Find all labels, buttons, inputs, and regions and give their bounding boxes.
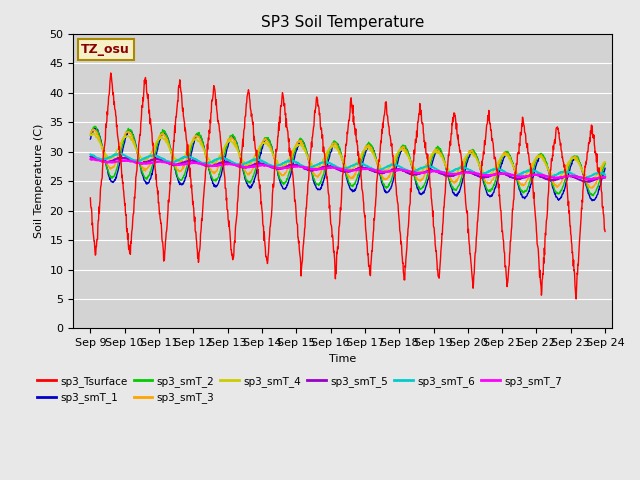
sp3_smT_6 (86, 152, 94, 157)
sp3_Tsurface (540, 245, 548, 251)
sp3_smT_4 (259, 140, 267, 145)
sp3_smT_1 (588, 198, 596, 204)
sp3_smT_3 (89, 126, 97, 132)
sp3_smT_2 (259, 139, 267, 144)
Line: sp3_smT_5: sp3_smT_5 (90, 156, 605, 182)
Y-axis label: Soil Temperature (C): Soil Temperature (C) (34, 124, 44, 239)
sp3_smT_4 (428, 151, 435, 157)
sp3_Tsurface (495, 181, 502, 187)
Title: SP3 Soil Temperature: SP3 Soil Temperature (261, 15, 424, 30)
sp3_Tsurface (428, 197, 435, 203)
sp3_smT_1 (601, 166, 609, 171)
sp3_smT_5 (428, 168, 435, 173)
Line: sp3_smT_7: sp3_smT_7 (90, 159, 605, 179)
sp3_smT_3 (202, 151, 209, 157)
sp3_smT_5 (202, 163, 209, 169)
sp3_smT_6 (582, 176, 589, 182)
sp3_smT_5 (540, 175, 548, 181)
sp3_smT_4 (540, 159, 548, 165)
sp3_smT_5 (601, 175, 609, 180)
sp3_smT_2 (495, 166, 502, 171)
Line: sp3_smT_1: sp3_smT_1 (90, 128, 605, 201)
sp3_smT_1 (86, 136, 94, 142)
sp3_smT_3 (588, 185, 596, 191)
Line: sp3_Tsurface: sp3_Tsurface (90, 73, 605, 299)
sp3_smT_4 (189, 139, 196, 144)
sp3_smT_5 (585, 179, 593, 185)
X-axis label: Time: Time (329, 354, 356, 364)
sp3_smT_7 (188, 160, 196, 166)
sp3_smT_4 (495, 158, 502, 164)
sp3_smT_1 (428, 163, 435, 168)
sp3_smT_4 (588, 178, 595, 184)
sp3_Tsurface (107, 70, 115, 76)
sp3_smT_6 (189, 155, 196, 161)
sp3_smT_1 (495, 171, 502, 177)
sp3_smT_2 (540, 155, 548, 160)
sp3_smT_6 (540, 173, 548, 179)
Line: sp3_smT_3: sp3_smT_3 (90, 129, 605, 188)
sp3_smT_7 (259, 162, 266, 168)
sp3_smT_1 (202, 149, 209, 155)
Line: sp3_smT_4: sp3_smT_4 (90, 133, 605, 181)
sp3_smT_7 (601, 174, 609, 180)
sp3_smT_2 (86, 132, 94, 138)
sp3_smT_3 (495, 159, 502, 165)
sp3_smT_7 (86, 156, 94, 162)
sp3_smT_1 (189, 144, 196, 150)
sp3_smT_3 (189, 138, 196, 144)
sp3_smT_6 (115, 151, 122, 156)
Line: sp3_smT_6: sp3_smT_6 (90, 154, 605, 179)
sp3_smT_2 (601, 161, 609, 167)
sp3_smT_7 (588, 176, 596, 182)
sp3_smT_3 (259, 138, 267, 144)
sp3_smT_1 (540, 155, 548, 161)
sp3_smT_2 (428, 157, 435, 163)
sp3_smT_1 (259, 143, 267, 149)
sp3_smT_6 (601, 172, 609, 178)
sp3_Tsurface (189, 201, 196, 207)
sp3_smT_2 (91, 123, 99, 129)
sp3_smT_7 (540, 173, 548, 179)
sp3_smT_5 (495, 170, 502, 176)
sp3_smT_5 (87, 153, 95, 159)
sp3_smT_5 (189, 157, 196, 163)
Text: TZ_osu: TZ_osu (81, 43, 130, 56)
sp3_smT_4 (89, 130, 97, 136)
Line: sp3_smT_2: sp3_smT_2 (90, 126, 605, 196)
sp3_smT_4 (202, 150, 209, 156)
sp3_smT_2 (589, 193, 596, 199)
sp3_smT_6 (495, 166, 502, 172)
sp3_smT_3 (428, 153, 435, 159)
sp3_smT_7 (428, 169, 435, 175)
sp3_smT_7 (201, 162, 209, 168)
sp3_Tsurface (259, 221, 267, 227)
sp3_smT_6 (259, 158, 267, 164)
sp3_smT_4 (86, 132, 94, 138)
sp3_Tsurface (202, 175, 209, 181)
sp3_smT_3 (86, 130, 94, 136)
sp3_Tsurface (86, 195, 94, 201)
sp3_smT_5 (86, 154, 94, 159)
sp3_Tsurface (601, 228, 609, 234)
sp3_smT_2 (189, 139, 196, 145)
sp3_smT_2 (202, 149, 209, 155)
Legend: sp3_Tsurface, sp3_smT_1, sp3_smT_2, sp3_smT_3, sp3_smT_4, sp3_smT_5, sp3_smT_6, : sp3_Tsurface, sp3_smT_1, sp3_smT_2, sp3_… (33, 372, 566, 407)
sp3_smT_7 (495, 171, 502, 177)
sp3_smT_6 (428, 164, 435, 169)
sp3_smT_1 (91, 125, 99, 131)
sp3_smT_3 (601, 159, 609, 165)
sp3_smT_4 (601, 159, 609, 165)
sp3_Tsurface (572, 296, 580, 302)
sp3_smT_3 (540, 157, 548, 163)
sp3_smT_5 (259, 161, 267, 167)
sp3_smT_6 (202, 160, 209, 166)
